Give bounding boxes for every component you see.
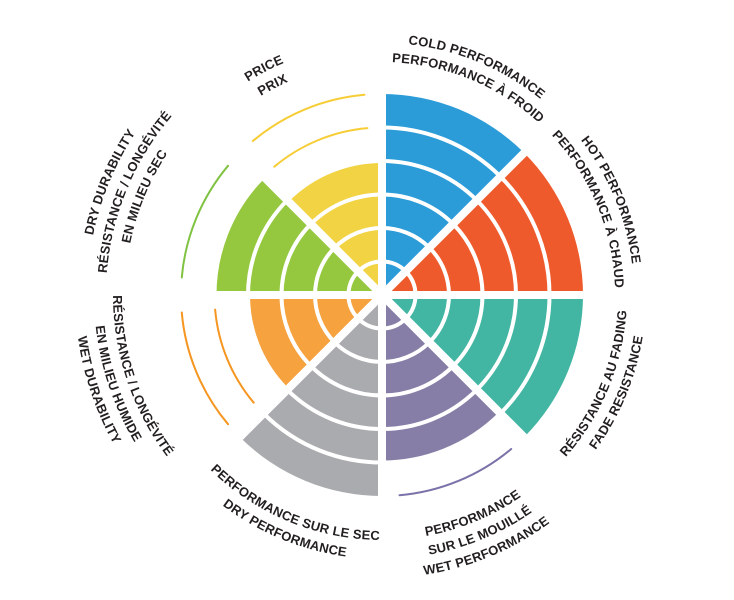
- wedge-dry-performance: [239, 295, 382, 496]
- sector-separator: [379, 144, 533, 298]
- wedge-hot-performance: [382, 152, 583, 295]
- sector-separators: [173, 86, 591, 504]
- wedge-dry-durability: [214, 176, 382, 295]
- wedge-cold-performance: [382, 94, 525, 295]
- thin-arc-price-ring-6: [251, 93, 366, 143]
- thin-arc-wet-performance-ring-6: [398, 447, 513, 497]
- sector-separator: [231, 292, 385, 446]
- wedge-wet-performance: [382, 295, 501, 463]
- wedge-fade-resistance: [382, 295, 583, 438]
- thin-arc-wet-durability-ring-6: [180, 311, 230, 426]
- thin-arc-wet-durability-ring-5: [214, 308, 255, 404]
- wedge-wet-durability: [248, 295, 382, 390]
- unfilled-ring-arcs: [180, 93, 513, 497]
- sector-separator: [379, 292, 533, 446]
- sector-separator: [231, 144, 385, 298]
- segment-wedges: [214, 94, 583, 496]
- wedge-price: [287, 161, 382, 295]
- thin-arc-dry-durability-ring-6: [180, 164, 230, 279]
- thin-arc-price-ring-5: [273, 127, 369, 168]
